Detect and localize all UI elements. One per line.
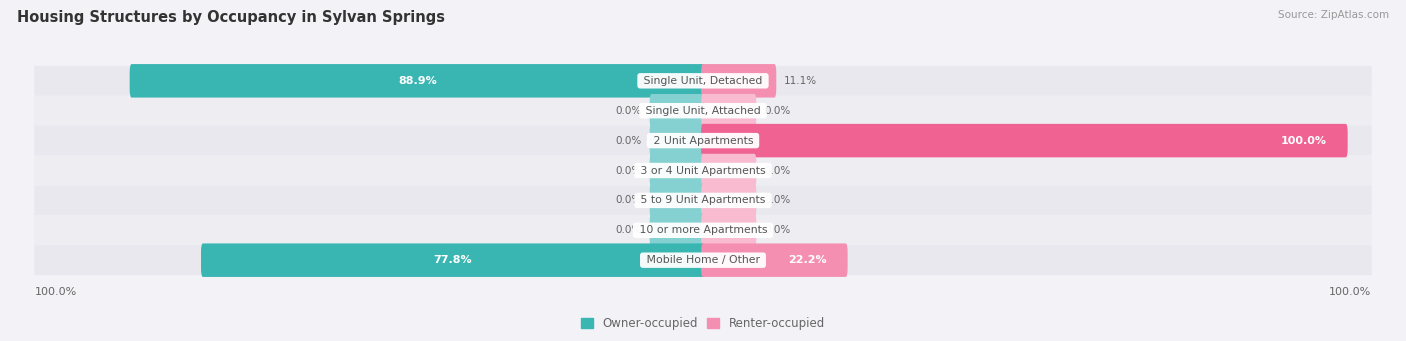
FancyBboxPatch shape	[34, 66, 1372, 96]
FancyBboxPatch shape	[34, 216, 1372, 245]
FancyBboxPatch shape	[129, 64, 704, 98]
Text: 0.0%: 0.0%	[616, 195, 643, 205]
FancyBboxPatch shape	[650, 154, 704, 187]
Text: 0.0%: 0.0%	[763, 165, 790, 176]
FancyBboxPatch shape	[702, 213, 756, 247]
Text: 100.0%: 100.0%	[35, 287, 77, 297]
FancyBboxPatch shape	[34, 125, 1372, 155]
Text: 88.9%: 88.9%	[398, 76, 437, 86]
Text: 11.1%: 11.1%	[785, 76, 817, 86]
Text: 100.0%: 100.0%	[1281, 136, 1326, 146]
Text: 2 Unit Apartments: 2 Unit Apartments	[650, 136, 756, 146]
Text: 0.0%: 0.0%	[763, 106, 790, 116]
Text: 5 to 9 Unit Apartments: 5 to 9 Unit Apartments	[637, 195, 769, 205]
FancyBboxPatch shape	[650, 124, 704, 157]
FancyBboxPatch shape	[702, 124, 1348, 157]
Text: 77.8%: 77.8%	[433, 255, 472, 265]
FancyBboxPatch shape	[650, 213, 704, 247]
Text: Source: ZipAtlas.com: Source: ZipAtlas.com	[1278, 10, 1389, 20]
FancyBboxPatch shape	[702, 243, 848, 277]
FancyBboxPatch shape	[201, 243, 704, 277]
Text: 3 or 4 Unit Apartments: 3 or 4 Unit Apartments	[637, 165, 769, 176]
Text: 10 or more Apartments: 10 or more Apartments	[636, 225, 770, 235]
Text: Housing Structures by Occupancy in Sylvan Springs: Housing Structures by Occupancy in Sylva…	[17, 10, 444, 25]
FancyBboxPatch shape	[702, 154, 756, 187]
Text: 0.0%: 0.0%	[616, 165, 643, 176]
FancyBboxPatch shape	[650, 184, 704, 217]
Text: 0.0%: 0.0%	[763, 195, 790, 205]
Text: 0.0%: 0.0%	[616, 225, 643, 235]
FancyBboxPatch shape	[34, 155, 1372, 186]
FancyBboxPatch shape	[650, 94, 704, 128]
Text: 100.0%: 100.0%	[1329, 287, 1371, 297]
Text: 0.0%: 0.0%	[616, 106, 643, 116]
Text: 0.0%: 0.0%	[763, 225, 790, 235]
Text: 0.0%: 0.0%	[616, 136, 643, 146]
Text: Single Unit, Detached: Single Unit, Detached	[640, 76, 766, 86]
FancyBboxPatch shape	[34, 96, 1372, 125]
FancyBboxPatch shape	[34, 245, 1372, 275]
FancyBboxPatch shape	[702, 64, 776, 98]
Text: Single Unit, Attached: Single Unit, Attached	[643, 106, 763, 116]
FancyBboxPatch shape	[702, 184, 756, 217]
Legend: Owner-occupied, Renter-occupied: Owner-occupied, Renter-occupied	[576, 312, 830, 335]
FancyBboxPatch shape	[702, 94, 756, 128]
FancyBboxPatch shape	[34, 186, 1372, 216]
Text: 22.2%: 22.2%	[787, 255, 827, 265]
Text: Mobile Home / Other: Mobile Home / Other	[643, 255, 763, 265]
